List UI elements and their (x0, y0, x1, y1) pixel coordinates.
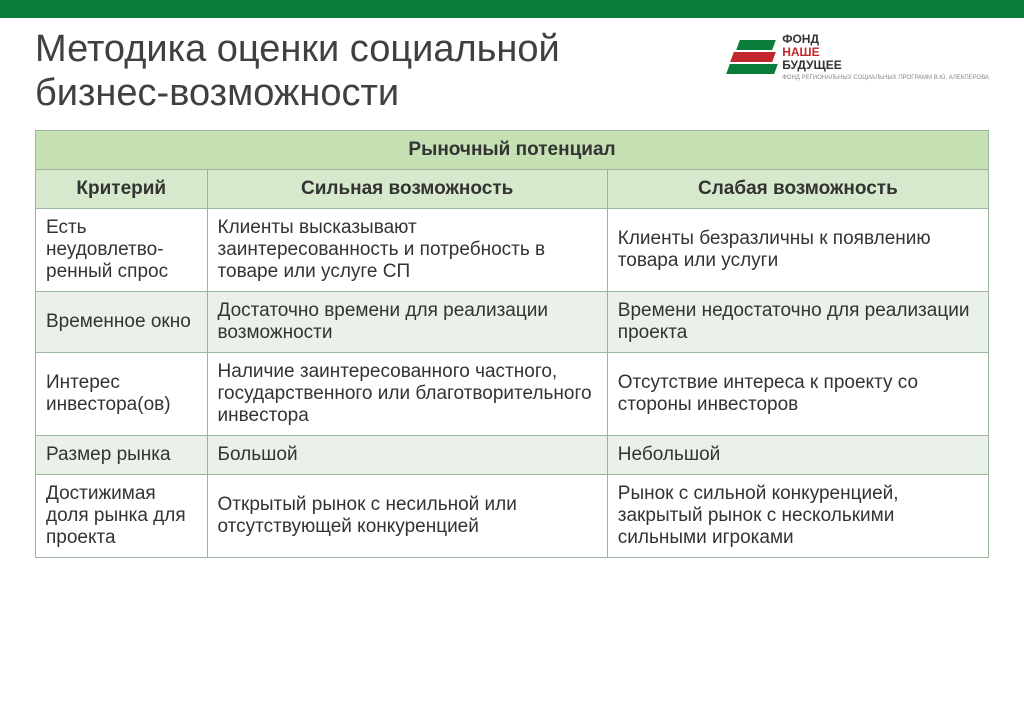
cell-criterion: Достижимая доля рынка для проекта (36, 475, 208, 558)
top-accent-bar (0, 0, 1024, 18)
brand-logo: ФОНД НАШЕ БУДУЩЕЕ ФОНД РЕГИОНАЛЬНЫХ СОЦИ… (728, 33, 989, 81)
cell-strong: Клиенты высказывают заинтересованность и… (207, 209, 607, 292)
cell-weak: Отсутствие интереса к проекту со стороны… (607, 353, 988, 436)
cell-weak: Рынок с сильной конкуренцией, закрытый р… (607, 475, 988, 558)
cell-criterion: Есть неудовлетво-ренный спрос (36, 209, 208, 292)
cell-criterion: Размер рынка (36, 436, 208, 475)
table-row: Достижимая доля рынка для проекта Открыт… (36, 475, 989, 558)
table-row: Временное окно Достаточно времени для ре… (36, 292, 989, 353)
table-body: Есть неудовлетво-ренный спрос Клиенты вы… (36, 209, 989, 558)
header: Методика оценки социальной бизнес-возмож… (0, 18, 1024, 130)
logo-text: ФОНД НАШЕ БУДУЩЕЕ ФОНД РЕГИОНАЛЬНЫХ СОЦИ… (782, 33, 989, 81)
logo-bars-icon (728, 40, 776, 74)
column-header-criterion: Критерий (36, 170, 208, 209)
cell-strong: Открытый рынок с несильной или отсутству… (207, 475, 607, 558)
cell-weak: Небольшой (607, 436, 988, 475)
cell-criterion: Временное окно (36, 292, 208, 353)
column-header-strong: Сильная возможность (207, 170, 607, 209)
logo-bar-1 (736, 40, 776, 50)
logo-line-3: БУДУЩЕЕ (782, 59, 989, 72)
logo-bar-3 (726, 64, 778, 74)
cell-strong: Наличие заинтересованного частного, госу… (207, 353, 607, 436)
cell-weak: Клиенты безразличны к появлению товара и… (607, 209, 988, 292)
cell-strong: Большой (207, 436, 607, 475)
table-row: Интерес инвестора(ов) Наличие заинтересо… (36, 353, 989, 436)
cell-weak: Времени недостаточно для реализации прое… (607, 292, 988, 353)
assessment-table: Рыночный потенциал Критерий Сильная возм… (35, 130, 989, 558)
page-title: Методика оценки социальной бизнес-возмож… (35, 28, 560, 115)
title-line-2: бизнес-возможности (35, 72, 399, 114)
column-header-weak: Слабая возможность (607, 170, 988, 209)
cell-criterion: Интерес инвестора(ов) (36, 353, 208, 436)
title-line-1: Методика оценки социальной (35, 28, 560, 70)
table-container: Рыночный потенциал Критерий Сильная возм… (0, 130, 1024, 558)
logo-subtitle: ФОНД РЕГИОНАЛЬНЫХ СОЦИАЛЬНЫХ ПРОГРАММ В.… (782, 75, 989, 82)
table-section-header: Рыночный потенциал (36, 131, 989, 170)
cell-strong: Достаточно времени для реализации возмож… (207, 292, 607, 353)
table-row: Размер рынка Большой Небольшой (36, 436, 989, 475)
table-row: Есть неудовлетво-ренный спрос Клиенты вы… (36, 209, 989, 292)
logo-bar-2 (730, 52, 776, 62)
